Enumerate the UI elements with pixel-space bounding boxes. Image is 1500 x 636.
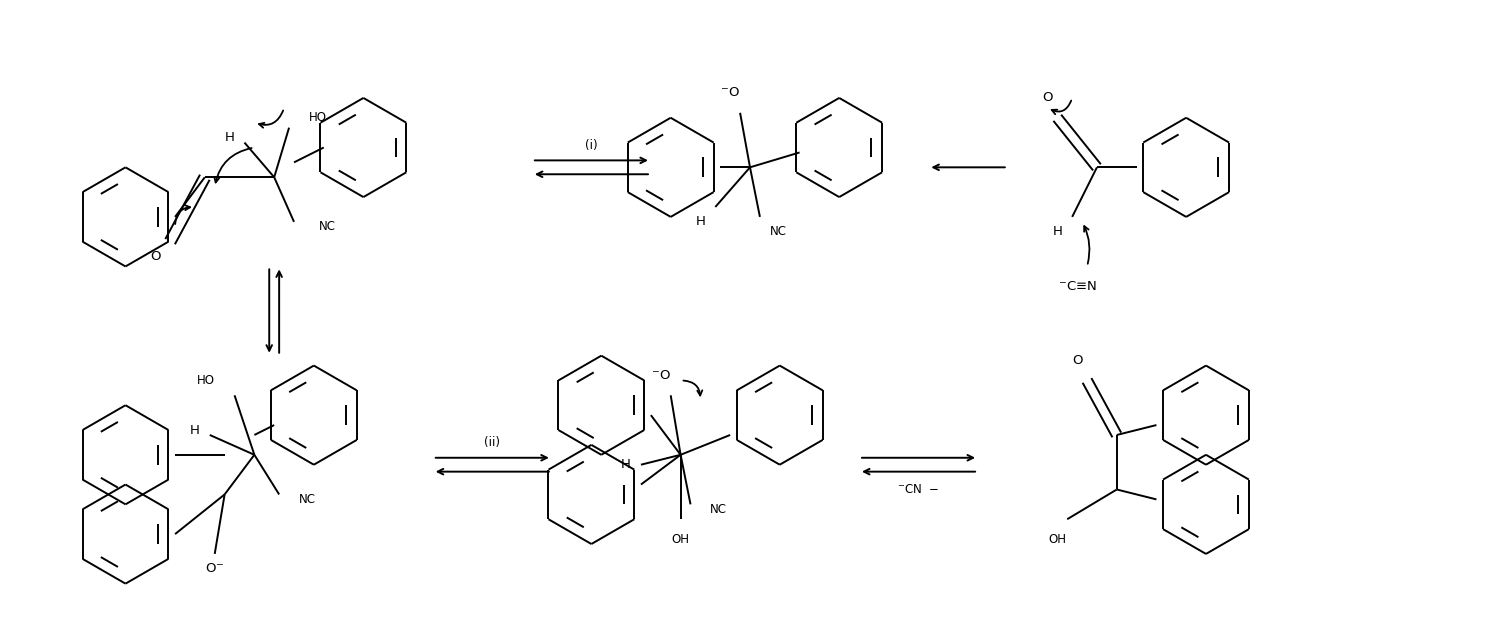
Text: $^{-}$O: $^{-}$O [720, 86, 740, 99]
Text: OH: OH [1048, 532, 1066, 546]
Text: $^{-}$C≡N: $^{-}$C≡N [1058, 280, 1096, 293]
Text: (ii): (ii) [484, 436, 501, 450]
Text: $^{-}$CN  −: $^{-}$CN − [897, 483, 939, 496]
Text: NC: NC [711, 503, 728, 516]
Text: H: H [696, 216, 705, 228]
Text: O: O [150, 250, 160, 263]
Text: O$^{-}$: O$^{-}$ [206, 562, 225, 576]
Text: HO: HO [196, 374, 214, 387]
Text: H: H [225, 131, 234, 144]
Text: NC: NC [320, 220, 336, 233]
Text: OH: OH [672, 532, 690, 546]
Text: HO: HO [309, 111, 327, 124]
Text: (i): (i) [585, 139, 597, 152]
Text: O: O [1072, 354, 1083, 367]
Text: H: H [1053, 225, 1062, 238]
Text: $^{-}$O: $^{-}$O [651, 369, 670, 382]
Text: NC: NC [298, 493, 316, 506]
Text: NC: NC [770, 225, 788, 238]
Text: H: H [621, 458, 632, 471]
Text: H: H [190, 424, 200, 436]
Text: O: O [1042, 92, 1053, 104]
